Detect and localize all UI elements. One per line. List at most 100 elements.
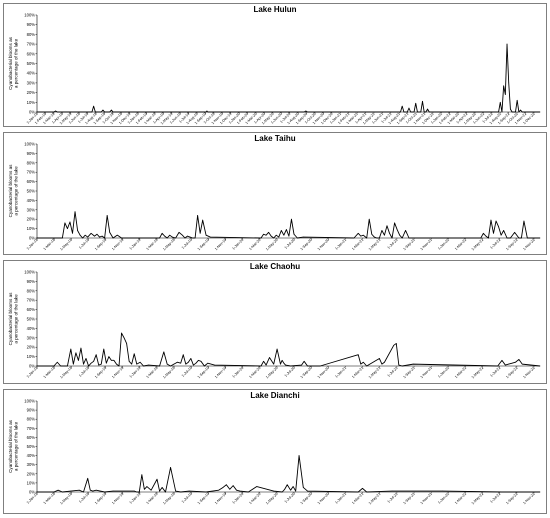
data-point-taihu (521, 237, 522, 239)
x-tick-label-dianchi: 1-May-21 (368, 492, 382, 506)
data-point-taihu (485, 235, 487, 237)
data-point-taihu (391, 237, 393, 239)
x-tick-label-chaohu: 1-May-19 (162, 366, 176, 380)
data-point-taihu (187, 235, 188, 237)
data-point-taihu (368, 218, 370, 220)
x-tick-label-chaohu: 1-Jul-22 (489, 366, 501, 378)
data-point-dianchi (36, 491, 38, 493)
data-point-dianchi (57, 489, 59, 491)
y-tick-label-chaohu: 80% (27, 288, 36, 293)
data-point-chaohu (214, 364, 215, 366)
data-point-chaohu (173, 363, 175, 365)
data-point-chaohu (85, 358, 87, 359)
data-point-taihu (161, 232, 163, 234)
x-tick-label-chaohu: 1-Sep-18 (94, 366, 107, 379)
data-point-taihu (189, 236, 191, 238)
x-tick-label-taihu: 1-Mar-22 (454, 238, 467, 251)
data-point-hulun (55, 110, 56, 112)
y-tick-label-hulun: 70% (27, 42, 36, 47)
y-axis-label-chaohu: a percentage of the lake (14, 294, 19, 344)
data-point-chaohu (398, 364, 400, 366)
data-point-chaohu (56, 361, 58, 363)
data-point-chaohu (67, 365, 68, 367)
y-tick-label-dianchi: 0% (29, 490, 35, 495)
data-point-dianchi (170, 467, 171, 468)
x-tick-label-dianchi: 1-Jul-20 (284, 492, 296, 504)
data-point-hulun (305, 110, 307, 112)
x-tick-label-taihu: 1-Sep-20 (300, 238, 313, 251)
data-point-hulun (410, 111, 412, 113)
y-tick-label-hulun: 90% (27, 22, 36, 27)
data-point-chaohu (412, 363, 414, 365)
data-point-chaohu (80, 347, 82, 349)
y-tick-label-chaohu: 0% (29, 364, 35, 369)
data-point-chaohu (63, 365, 65, 367)
data-point-chaohu (401, 365, 403, 367)
data-point-dianchi (95, 489, 97, 491)
data-point-chaohu (75, 352, 77, 354)
x-tick-label-chaohu: 1-Mar-20 (248, 366, 261, 379)
y-tick-label-dianchi: 100% (24, 399, 35, 404)
data-point-hulun (112, 111, 114, 113)
x-tick-label-taihu: 1-May-20 (265, 238, 279, 252)
x-tick-label-dianchi: 1-Jan-19 (129, 492, 142, 505)
data-point-chaohu (103, 348, 105, 350)
data-point-taihu (373, 236, 375, 238)
y-tick-label-taihu: 90% (27, 151, 36, 156)
y-tick-label-taihu: 0% (29, 236, 35, 241)
data-point-chaohu (108, 356, 110, 357)
y-tick-label-taihu: 40% (27, 198, 36, 203)
data-point-chaohu (182, 354, 184, 356)
data-point-dianchi (144, 488, 145, 490)
data-point-hulun (515, 111, 516, 113)
data-point-taihu (164, 235, 165, 237)
x-tick-label-dianchi: 1-Nov-22 (522, 492, 535, 505)
data-point-hulun (504, 94, 506, 95)
data-point-chaohu (53, 365, 55, 367)
data-point-taihu (263, 233, 264, 235)
data-point-hulun (93, 105, 94, 107)
data-point-hulun (401, 105, 403, 107)
data-point-chaohu (113, 360, 115, 361)
data-point-dianchi (138, 491, 140, 493)
data-point-dianchi (87, 478, 89, 479)
x-tick-label-chaohu: 1-Mar-22 (454, 366, 467, 379)
y-tick-label-dianchi: 90% (27, 408, 36, 413)
y-axis-label-dianchi: Cyanobacterial blooms as (8, 419, 13, 473)
data-point-hulun (56, 111, 58, 113)
x-tick-label-chaohu: 1-Nov-18 (111, 366, 124, 379)
data-point-chaohu (501, 360, 503, 361)
data-point-chaohu (93, 360, 94, 362)
y-tick-label-dianchi: 60% (27, 435, 36, 440)
data-point-hulun (408, 107, 410, 109)
data-point-taihu (401, 237, 403, 239)
data-point-chaohu (290, 365, 291, 367)
data-point-dianchi (362, 488, 363, 489)
data-point-chaohu (198, 360, 199, 361)
data-point-chaohu (88, 365, 89, 367)
x-tick-label-dianchi: 1-Mar-19 (146, 492, 159, 505)
data-point-taihu (278, 236, 280, 238)
data-point-hulun (501, 111, 503, 113)
data-point-chaohu (504, 364, 506, 366)
data-point-taihu (205, 234, 207, 236)
x-tick-label-dianchi: 1-May-18 (59, 492, 73, 506)
data-point-dianchi (62, 491, 63, 493)
data-point-dianchi (133, 490, 135, 492)
data-point-taihu (77, 230, 78, 231)
data-point-taihu (500, 234, 502, 236)
data-point-chaohu (280, 363, 281, 365)
x-tick-label-chaohu: 1-Sep-21 (402, 366, 415, 379)
data-point-chaohu (303, 360, 305, 362)
data-point-chaohu (260, 365, 262, 367)
x-tick-label-taihu: 1-Jan-20 (232, 238, 245, 251)
x-tick-label-taihu: 1-Nov-21 (420, 238, 433, 251)
x-tick-label-chaohu: 1-Nov-19 (214, 366, 227, 379)
data-point-taihu (178, 232, 180, 233)
data-point-chaohu (100, 363, 102, 365)
x-tick-label-chaohu: 1-Jul-21 (387, 366, 399, 378)
panel-title-hulun: Lake Hulun (253, 5, 296, 14)
x-tick-label-chaohu: 1-Jan-19 (129, 366, 142, 379)
data-point-taihu (159, 237, 160, 239)
data-point-hulun (420, 111, 422, 113)
